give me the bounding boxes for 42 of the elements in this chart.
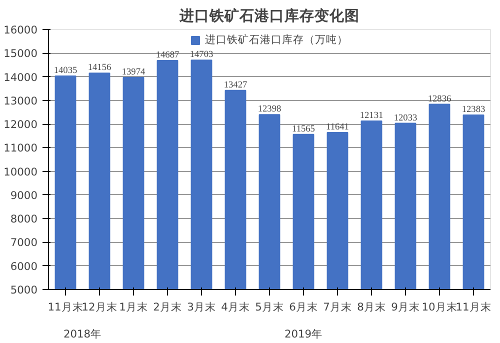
text: 2019年: [284, 328, 323, 340]
data-label: 13974: [122, 67, 146, 78]
x-tick-label: 4月末: [221, 300, 250, 314]
data-label: 11641: [326, 122, 350, 133]
y-tick-label: 11000: [4, 142, 38, 155]
x-tick-label: 11月末: [456, 300, 492, 314]
x-tick-label: 5月末: [255, 300, 284, 314]
x-tick-label: 3月末: [187, 300, 216, 314]
y-tick-label: 7000: [10, 236, 38, 250]
x-tick-label: 10月末: [422, 300, 458, 314]
data-label: 12398: [258, 104, 282, 115]
chart-title: 进口铁矿石港口库存变化图: [178, 6, 360, 24]
x-tick-label: 9月末: [391, 300, 420, 314]
x-tick-label: 8月末: [357, 300, 386, 314]
x-tick-label: 7月末: [323, 300, 352, 314]
data-label: 12033: [394, 113, 418, 124]
legend-label: 进口铁矿石港口库存（万吨）: [205, 33, 348, 47]
data-label: 12836: [428, 94, 452, 104]
y-tick-label: 10000: [4, 165, 38, 178]
y-tick-label: 5000: [10, 284, 38, 296]
x-tick-label: 12月末: [82, 300, 118, 314]
y-tick-label: 6000: [10, 260, 38, 273]
y-tick-label: 14000: [4, 70, 38, 84]
data-label: 12383: [462, 104, 486, 115]
y-tick-label: 9000: [10, 188, 38, 202]
data-label: 12131: [360, 110, 384, 121]
data-label: 11565: [292, 124, 316, 134]
y-tick-label: 12000: [4, 118, 38, 132]
y-tick-label: 15000: [4, 47, 38, 60]
x-tick-label: 2月末: [153, 300, 182, 314]
data-label: 14156: [88, 63, 112, 74]
data-label: 14703: [190, 50, 214, 60]
x-tick-label: 11月末: [48, 300, 84, 314]
x-tick-label: 6月末: [289, 300, 318, 314]
text: 2018年: [63, 328, 102, 340]
x-tick-label: 1月末: [119, 300, 148, 314]
y-tick-label: 13000: [4, 94, 38, 108]
data-label: 14687: [156, 50, 180, 61]
y-tick-label: 8000: [10, 212, 38, 226]
data-label: 14035: [54, 66, 78, 76]
data-label: 13427: [224, 80, 248, 90]
y-tick-label: 16000: [4, 24, 38, 36]
